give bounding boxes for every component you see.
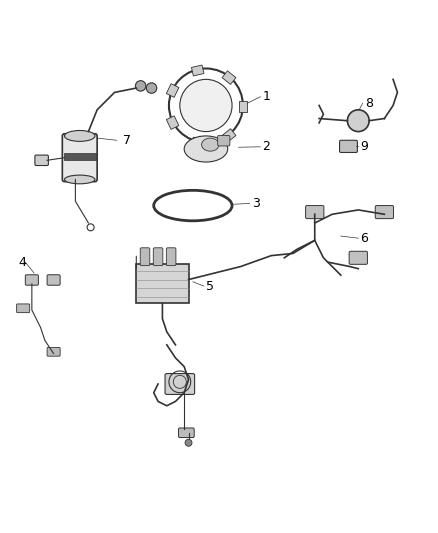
FancyBboxPatch shape	[349, 251, 367, 264]
FancyBboxPatch shape	[153, 248, 163, 265]
Text: 1: 1	[262, 90, 270, 103]
Bar	[222, 71, 236, 84]
Bar	[191, 137, 204, 148]
FancyBboxPatch shape	[35, 155, 48, 166]
Ellipse shape	[201, 138, 219, 151]
FancyBboxPatch shape	[17, 304, 30, 313]
Text: 5: 5	[206, 280, 214, 293]
Bar	[239, 101, 247, 112]
Bar	[166, 84, 179, 98]
Bar	[64, 154, 96, 160]
FancyBboxPatch shape	[306, 206, 324, 219]
Ellipse shape	[184, 136, 228, 162]
Bar	[136, 264, 188, 303]
Circle shape	[347, 110, 369, 132]
Circle shape	[180, 79, 232, 132]
FancyBboxPatch shape	[47, 348, 60, 356]
FancyBboxPatch shape	[25, 275, 39, 285]
Text: 8: 8	[365, 97, 373, 110]
FancyBboxPatch shape	[47, 275, 60, 285]
Circle shape	[135, 80, 146, 91]
Bar	[191, 65, 204, 76]
FancyBboxPatch shape	[375, 206, 393, 219]
Circle shape	[146, 83, 157, 93]
Bar	[222, 128, 236, 142]
Bar	[166, 116, 179, 130]
FancyBboxPatch shape	[166, 248, 176, 265]
Ellipse shape	[64, 175, 95, 184]
Text: 3: 3	[252, 197, 260, 210]
Text: 4: 4	[19, 256, 27, 269]
Text: 7: 7	[123, 134, 131, 147]
FancyBboxPatch shape	[179, 428, 194, 438]
Circle shape	[185, 439, 192, 446]
FancyBboxPatch shape	[339, 140, 357, 152]
FancyBboxPatch shape	[140, 248, 150, 265]
FancyBboxPatch shape	[165, 374, 194, 394]
FancyBboxPatch shape	[218, 135, 230, 146]
Text: 6: 6	[360, 232, 368, 245]
FancyBboxPatch shape	[62, 134, 97, 182]
Text: 2: 2	[262, 140, 270, 154]
Ellipse shape	[64, 131, 95, 141]
Text: 9: 9	[360, 140, 368, 153]
